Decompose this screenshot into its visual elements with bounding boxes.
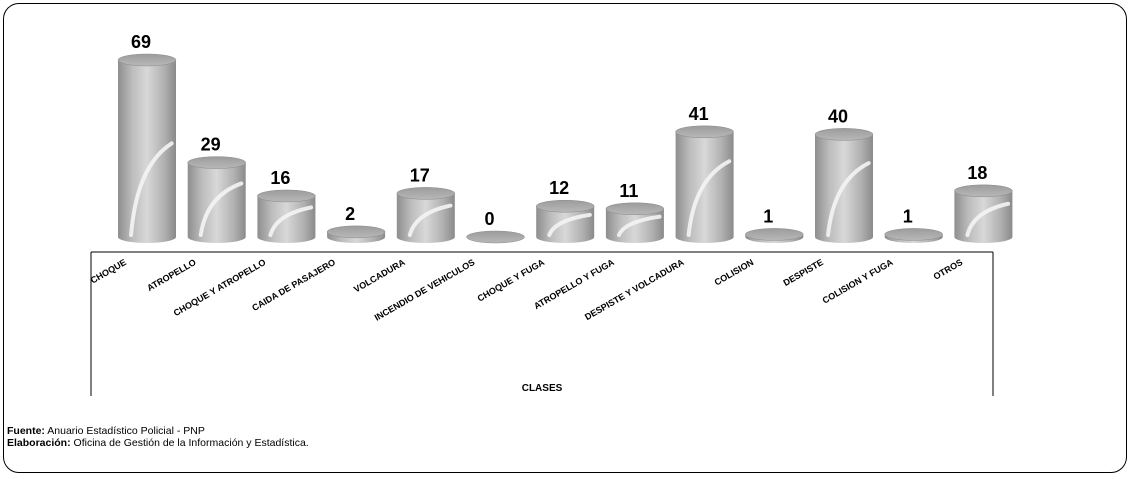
- bar-12: [954, 184, 1013, 243]
- bar-highlight: [198, 181, 244, 237]
- bar-cap: [884, 228, 943, 241]
- bar-11: [884, 228, 943, 243]
- bar-highlight: [686, 159, 732, 237]
- category-label: COLISION: [713, 257, 756, 287]
- value-label: 1: [903, 206, 913, 226]
- category-label: VOLCADURA: [352, 257, 407, 295]
- bar-9: [745, 228, 804, 243]
- bar-10: [814, 128, 874, 243]
- bar-cap: [396, 187, 456, 200]
- value-label: 0: [484, 209, 494, 229]
- source-label: Fuente:: [7, 425, 45, 437]
- bar-body: [257, 195, 316, 243]
- bar-highlight: [129, 141, 174, 237]
- source-note: Fuente: Anuario Estadístico Policial - P…: [7, 425, 309, 437]
- value-label: 2: [345, 204, 355, 224]
- bar-body: [187, 162, 246, 243]
- source-text: Anuario Estadístico Policial - PNP: [44, 425, 205, 437]
- category-label: CHOQUE Y FUGA: [476, 257, 547, 304]
- credit-label: Elaboración:: [7, 437, 71, 449]
- value-label: 18: [967, 163, 987, 183]
- bar-cap: [675, 125, 734, 139]
- bar-cap: [257, 189, 316, 203]
- bar-8: [675, 125, 734, 243]
- bar-4: [396, 187, 456, 243]
- bar-body: [954, 190, 1013, 243]
- credit-note: Elaboración: Oficina de Gestión de la In…: [7, 437, 309, 449]
- bar-highlight: [965, 201, 1011, 237]
- bar-highlight: [268, 205, 314, 237]
- bar-cap: [117, 53, 177, 67]
- value-label: 41: [689, 104, 709, 124]
- bar-0: [117, 53, 177, 243]
- value-label: 69: [131, 32, 151, 52]
- credit-text: Oficina de Gestión de la Información y E…: [70, 437, 309, 449]
- bar-cap: [187, 156, 246, 169]
- bar-cap: [605, 202, 665, 216]
- bar-cap: [954, 184, 1013, 198]
- bar-highlight: [407, 203, 453, 237]
- value-label: 16: [270, 168, 290, 188]
- bar-6: [535, 199, 595, 243]
- chart-notes: Fuente: Anuario Estadístico Policial - P…: [7, 425, 309, 449]
- bar-cap: [326, 225, 386, 239]
- value-label: 29: [201, 135, 221, 155]
- x-axis-title: CLASES: [522, 383, 563, 394]
- bar-highlight: [826, 161, 871, 237]
- category-label: ATROPELLO: [145, 257, 197, 293]
- bar-body: [118, 60, 176, 243]
- bar-cap: [745, 228, 804, 241]
- bar-body: [396, 193, 455, 243]
- bar-cap: [814, 128, 874, 141]
- bar-5: [466, 230, 525, 244]
- value-label: 12: [549, 178, 569, 198]
- category-label: CHOQUE: [89, 257, 128, 285]
- bar-3: [326, 225, 386, 243]
- value-label: 40: [828, 106, 848, 126]
- bar-7: [605, 202, 665, 243]
- bar-1: [187, 156, 246, 243]
- bar-2: [257, 189, 316, 243]
- category-label: DESPISTE: [781, 257, 825, 288]
- bar-highlight: [616, 214, 662, 237]
- bar-highlight: [547, 212, 592, 237]
- category-label: COLISION Y FUGA: [821, 257, 895, 306]
- category-label: OTROS: [932, 257, 965, 282]
- value-label: 11: [619, 181, 638, 201]
- value-label: 17: [410, 165, 430, 185]
- bar-cap: [466, 230, 525, 244]
- value-label: 1: [763, 206, 773, 226]
- bar-cap: [535, 199, 595, 213]
